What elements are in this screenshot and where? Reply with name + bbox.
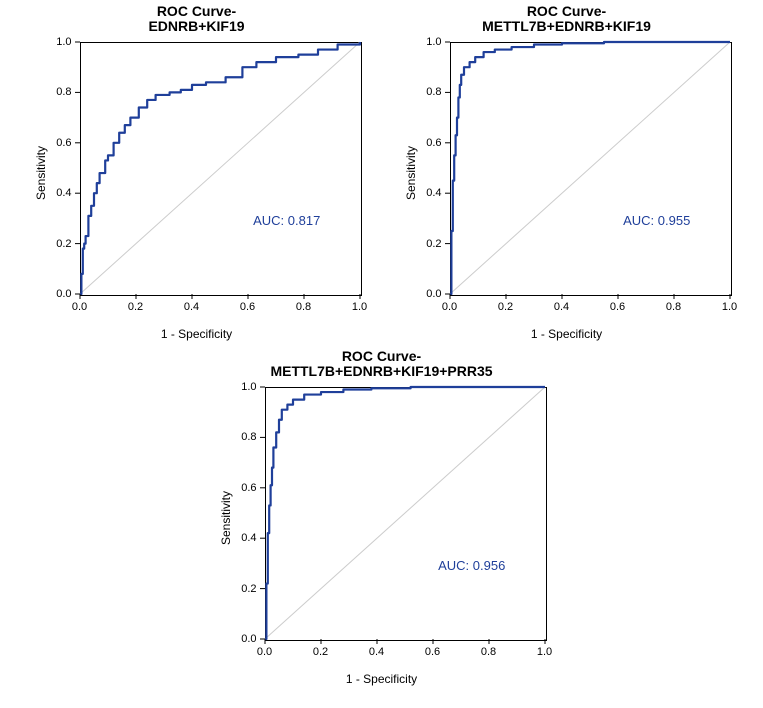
auc-label: AUC: 0.956 (438, 558, 505, 573)
auc-label: AUC: 0.955 (623, 213, 690, 228)
chart-svg (12, 0, 382, 345)
reference-diagonal (80, 42, 360, 294)
reference-diagonal (450, 42, 730, 294)
chart-svg (382, 0, 752, 345)
auc-label: AUC: 0.817 (253, 213, 320, 228)
reference-diagonal (265, 387, 545, 639)
chart-svg (197, 345, 567, 690)
roc-panel: ROC Curve- METTL7B+EDNRB+KIF19Sensitivit… (382, 0, 752, 345)
roc-panel: ROC Curve- METTL7B+EDNRB+KIF19+PRR35Sens… (197, 345, 567, 690)
roc-panel: ROC Curve- EDNRB+KIF19Sensitivity1 - Spe… (12, 0, 382, 345)
